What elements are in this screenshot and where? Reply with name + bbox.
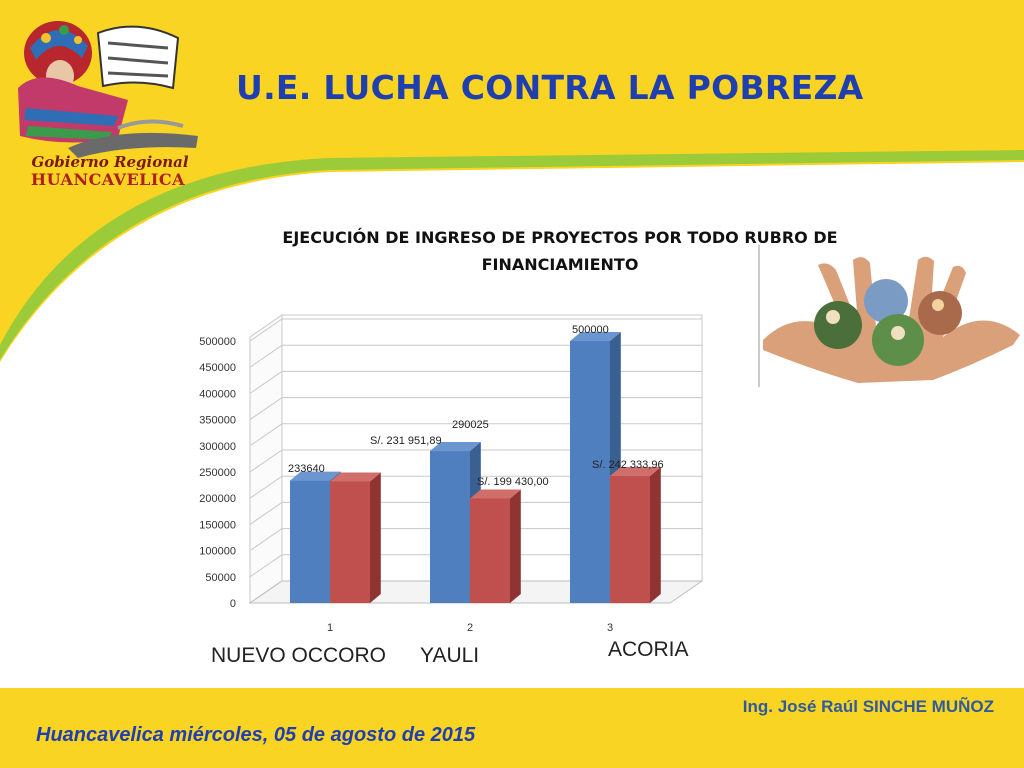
y-tick-label: 50000 bbox=[205, 572, 236, 584]
gridline bbox=[249, 370, 702, 394]
bar-top bbox=[470, 489, 521, 499]
category-name-1: NUEVO OCCORO bbox=[211, 644, 387, 667]
logo-line-gobierno: Gobierno Regional bbox=[31, 153, 189, 171]
gridline bbox=[249, 318, 702, 342]
bar-top bbox=[430, 442, 481, 452]
data-label: 500000 bbox=[572, 324, 609, 336]
logo-line-region: HUANCAVELICA bbox=[30, 170, 186, 189]
gridline bbox=[249, 554, 702, 578]
x-tick-label: 1 bbox=[327, 622, 333, 634]
bar-side bbox=[510, 489, 521, 603]
gobierno-regional-logo bbox=[18, 21, 198, 158]
y-tick-label: 350000 bbox=[199, 415, 236, 427]
gridline bbox=[249, 449, 702, 473]
y-tick-label: 400000 bbox=[199, 388, 236, 400]
bar-top bbox=[610, 467, 661, 477]
category-name-2: YAULI bbox=[420, 644, 480, 667]
gridline bbox=[249, 475, 702, 499]
gridline bbox=[249, 423, 702, 447]
data-label: S/. 242 333,96 bbox=[592, 459, 664, 471]
bar-side bbox=[370, 472, 381, 603]
y-tick-label: 150000 bbox=[199, 519, 236, 531]
y-tick-label: 450000 bbox=[199, 362, 236, 374]
chart-title-line-1: EJECUCIÓN DE INGRESO DE PROYECTOS POR TO… bbox=[282, 228, 838, 247]
author-credit: Ing. José Raúl SINCHE MUÑOZ bbox=[742, 697, 994, 716]
y-tick-label: 100000 bbox=[199, 546, 236, 558]
data-label: S/. 199 430,00 bbox=[477, 476, 549, 488]
data-label: 233640 bbox=[288, 463, 325, 475]
hands-photo bbox=[758, 245, 1024, 387]
presentation-date: Huancavelica miércoles, 05 de agosto de … bbox=[36, 724, 476, 746]
gridline bbox=[249, 397, 702, 421]
chart-title-line-2: FINANCIAMIENTO bbox=[481, 255, 639, 274]
y-tick-label: 300000 bbox=[199, 441, 236, 453]
bar-chart: 0500001000001500002000002500003000003500… bbox=[199, 314, 704, 634]
gridline bbox=[249, 501, 702, 525]
bar-series1-1 bbox=[290, 480, 330, 603]
x-tick-label: 2 bbox=[467, 622, 473, 634]
data-label: S/. 231 951,89 bbox=[370, 435, 442, 447]
bar-side bbox=[650, 467, 661, 603]
bar-top bbox=[570, 332, 621, 341]
bar-top bbox=[330, 472, 381, 482]
y-tick-label: 0 bbox=[230, 598, 236, 610]
y-tick-label: 200000 bbox=[199, 493, 236, 505]
bar-series2-1 bbox=[330, 481, 370, 603]
chart-title: EJECUCIÓN DE INGRESO DE PROYECTOS POR TO… bbox=[160, 224, 960, 278]
bar-series1-3 bbox=[570, 341, 610, 603]
y-tick-label: 250000 bbox=[199, 467, 236, 479]
category-name-3: ACORIA bbox=[608, 638, 689, 661]
page-title: U.E. LUCHA CONTRA LA POBREZA bbox=[236, 68, 864, 107]
chart-side-wall bbox=[249, 314, 283, 604]
y-tick-label: 500000 bbox=[199, 336, 236, 348]
bar-top bbox=[290, 471, 341, 481]
x-tick-label: 3 bbox=[607, 622, 613, 634]
bar-series2-2 bbox=[470, 498, 510, 603]
bar-series1-2 bbox=[430, 451, 470, 603]
gridline bbox=[249, 528, 702, 552]
gridline bbox=[249, 344, 702, 368]
data-label: 290025 bbox=[452, 419, 489, 431]
bar-series2-3 bbox=[610, 476, 650, 603]
